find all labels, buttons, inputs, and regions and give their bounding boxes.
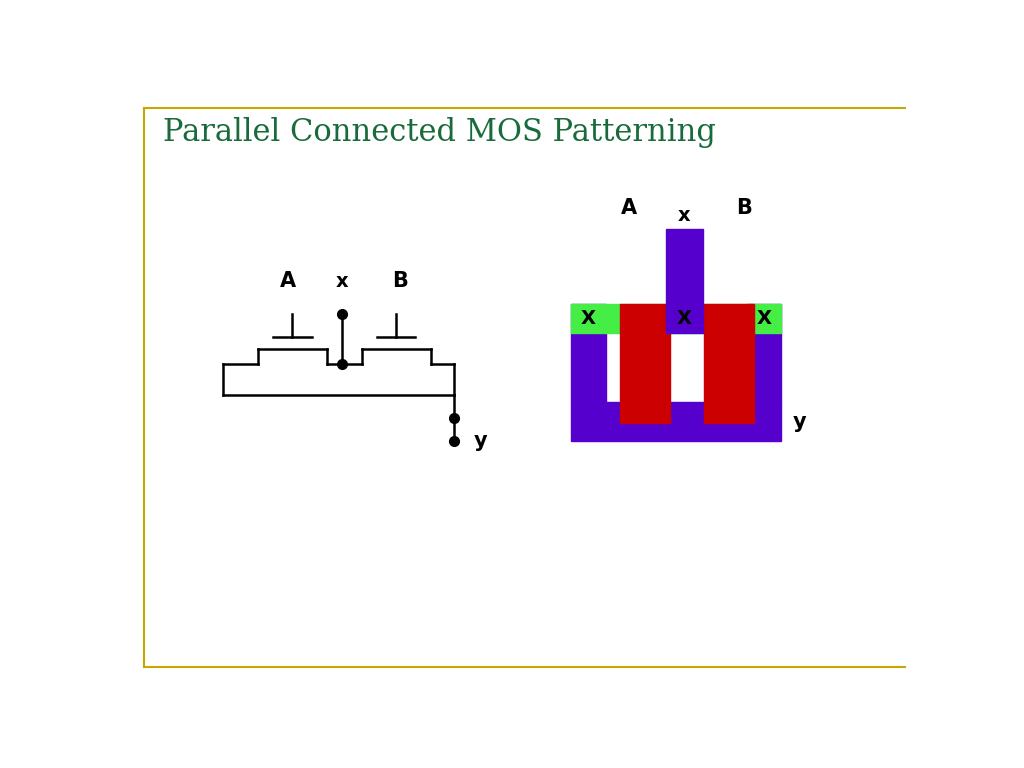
Text: A: A bbox=[621, 197, 637, 217]
Text: X: X bbox=[757, 309, 772, 328]
Text: X: X bbox=[581, 309, 595, 328]
Text: x: x bbox=[336, 272, 348, 291]
Text: B: B bbox=[736, 197, 753, 217]
Bar bbox=[571, 304, 605, 402]
Text: y: y bbox=[473, 431, 486, 451]
Text: Parallel Connected MOS Patterning: Parallel Connected MOS Patterning bbox=[163, 118, 716, 148]
Text: X: X bbox=[677, 309, 691, 328]
Text: B: B bbox=[392, 271, 408, 291]
Text: A: A bbox=[281, 271, 297, 291]
Bar bbox=[705, 304, 755, 423]
Bar bbox=[666, 229, 702, 333]
Bar bbox=[571, 304, 781, 333]
Text: y: y bbox=[793, 412, 806, 432]
Bar bbox=[620, 304, 670, 423]
Bar bbox=[571, 402, 781, 441]
Text: x: x bbox=[678, 207, 690, 225]
Bar bbox=[746, 304, 781, 402]
